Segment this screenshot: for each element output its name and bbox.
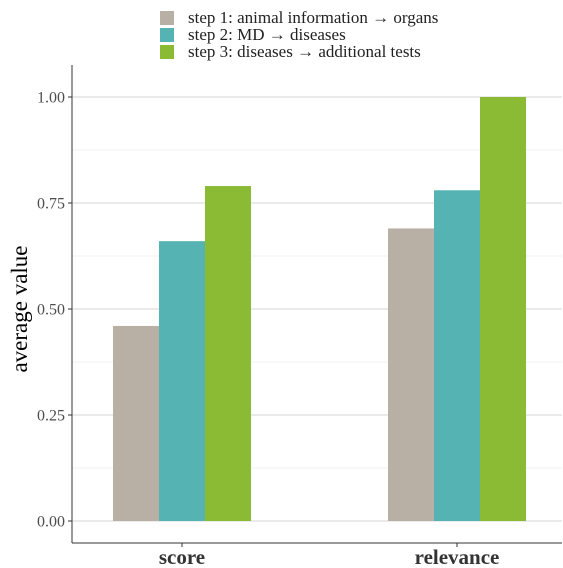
x-tick-labels: score relevance [159,545,500,568]
bar-score-series-3 [205,186,251,522]
legend-swatch-step-1 [160,10,174,25]
x-tick-label-relevance: relevance [415,545,500,568]
y-tick-label: 0.00 [37,514,65,531]
legend-swatch-step-3 [160,44,174,59]
bar-relevance-series-2 [434,190,480,521]
legend-label-step-2: step 2: MD → diseases [188,25,346,44]
legend-item-step-1: step 1: animal information → organs [160,9,438,26]
bar-relevance-series-1 [388,228,434,521]
y-tick-label: 0.25 [37,408,65,425]
legend-item-step-3: step 3: diseases → additional tests [160,43,438,60]
axes [68,65,562,547]
bars [113,97,526,522]
bar-relevance-series-3 [480,97,526,521]
y-tick-label: 1.00 [37,90,65,107]
y-tick-labels: 0.00 0.25 0.50 0.75 1.00 [37,90,65,531]
y-tick-label: 0.50 [37,302,65,319]
x-tick-label-score: score [159,545,205,568]
legend: step 1: animal information → organs step… [160,9,438,60]
y-tick-label: 0.75 [37,196,65,213]
bar-score-series-2 [159,241,205,521]
bar-score-series-1 [113,325,159,521]
legend-swatch-step-2 [160,27,174,42]
y-axis-title: average value [7,245,32,372]
legend-label-step-1: step 1: animal information → organs [188,8,439,27]
legend-item-step-2: step 2: MD → diseases [160,26,438,43]
legend-label-step-3: step 3: diseases → additional tests [188,42,421,61]
